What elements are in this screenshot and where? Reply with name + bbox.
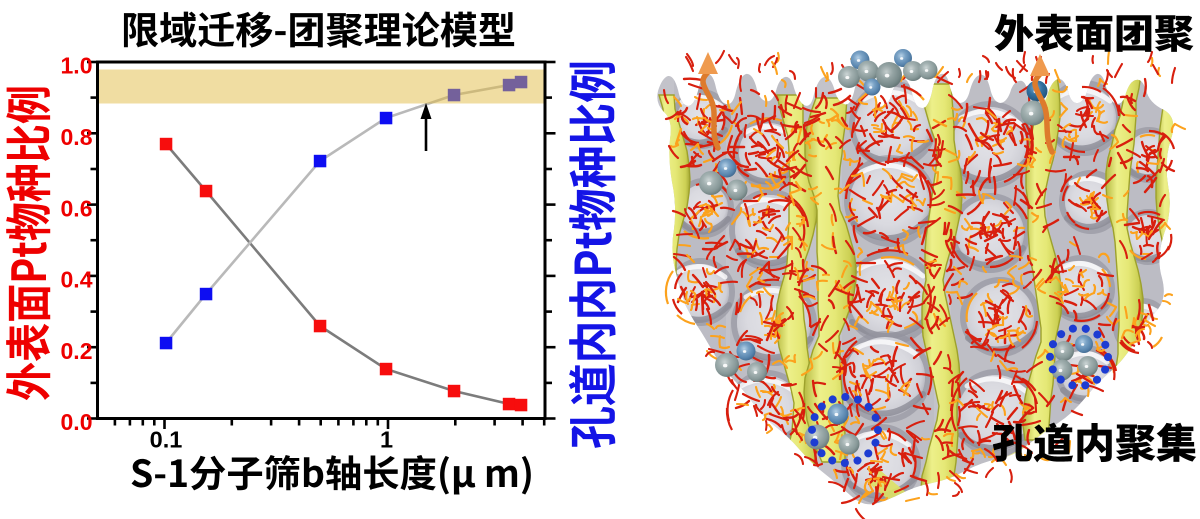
svg-text:0.1: 0.1 — [150, 427, 183, 453]
svg-text:0.0: 0.0 — [61, 409, 93, 435]
svg-text:0.2: 0.2 — [61, 338, 93, 364]
svg-text:1.0: 1.0 — [61, 53, 93, 79]
svg-text:0.6: 0.6 — [61, 195, 93, 221]
svg-text:0.4: 0.4 — [61, 267, 93, 293]
svg-text:0.8: 0.8 — [61, 124, 93, 150]
svg-text:1: 1 — [380, 427, 393, 453]
